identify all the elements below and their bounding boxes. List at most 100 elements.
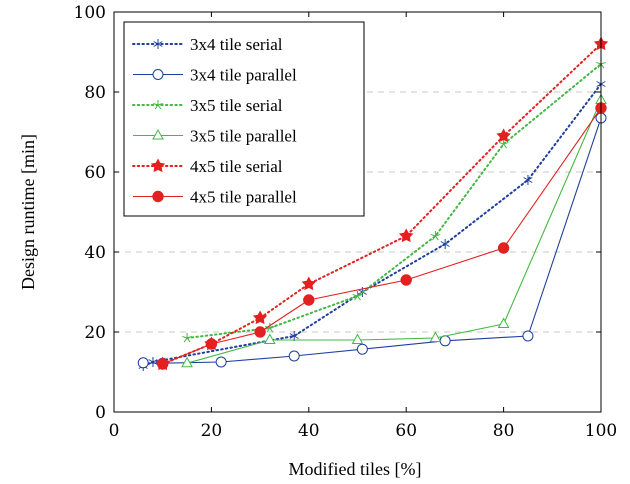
y-tick-label: 80 bbox=[84, 83, 106, 103]
data-point-marker bbox=[157, 358, 169, 370]
marker-stroke bbox=[435, 235, 439, 241]
marker-stroke bbox=[157, 102, 163, 106]
data-point-marker bbox=[522, 330, 534, 342]
data-point-marker bbox=[263, 333, 276, 344]
data-point-marker bbox=[215, 356, 227, 368]
legend-entry: 3x5 tile parallel bbox=[133, 127, 297, 146]
legend-entry: 3x4 tile parallel bbox=[133, 66, 297, 85]
legend: 3x4 tile serial 3x4 tile parallel 3x5 tile… bbox=[123, 21, 365, 217]
data-point-marker bbox=[429, 331, 442, 342]
data-point-marker bbox=[288, 350, 300, 362]
marker-stroke bbox=[269, 325, 275, 329]
marker-stroke bbox=[148, 359, 158, 365]
legend-label: 3x5 tile parallel bbox=[190, 127, 297, 146]
plot-area-frame bbox=[113, 11, 602, 413]
legend-entry: 4x5 tile serial bbox=[132, 157, 283, 176]
marker-stroke bbox=[182, 335, 188, 339]
marker-stroke bbox=[157, 104, 162, 110]
marker-stroke bbox=[354, 295, 358, 301]
marker-stroke bbox=[440, 241, 450, 247]
data-point-marker bbox=[289, 331, 299, 341]
data-point-marker bbox=[497, 242, 510, 254]
y-tick-label: 40 bbox=[84, 243, 106, 263]
marker-stroke bbox=[435, 233, 441, 237]
x-tick-label: 40 bbox=[298, 421, 320, 441]
data-point-marker bbox=[182, 333, 192, 343]
marker-stroke bbox=[153, 102, 159, 106]
x-tick-label: 20 bbox=[201, 421, 223, 441]
legend-label: 4x5 tile parallel bbox=[190, 188, 297, 207]
data-point-marker bbox=[181, 356, 193, 368]
marker-stroke bbox=[432, 235, 436, 241]
y-tick-label: 0 bbox=[95, 403, 106, 423]
x-tick-label: 60 bbox=[395, 421, 417, 441]
data-point-marker bbox=[498, 139, 509, 149]
data-point-marker bbox=[205, 338, 218, 350]
marker-stroke bbox=[289, 333, 299, 339]
data-point-marker bbox=[137, 357, 149, 369]
data-point-marker bbox=[400, 274, 412, 286]
data-point-marker bbox=[150, 158, 166, 173]
legend-entry: 3x4 tile serial bbox=[132, 35, 283, 54]
marker-stroke bbox=[523, 177, 533, 183]
marker-stroke bbox=[269, 327, 274, 333]
y-axis-label: Design runtime [min] bbox=[18, 134, 38, 290]
marker-stroke bbox=[357, 293, 363, 297]
x-tick-label: 100 bbox=[585, 421, 617, 441]
data-point-marker bbox=[301, 276, 316, 291]
data-point-marker bbox=[148, 357, 158, 367]
marker-stroke bbox=[503, 141, 509, 145]
series-line bbox=[143, 117, 602, 364]
data-point-marker bbox=[152, 128, 164, 140]
legend-label: 4x5 tile serial bbox=[190, 157, 283, 176]
marker-stroke bbox=[498, 141, 504, 145]
marker-stroke bbox=[186, 335, 192, 339]
y-tick-label: 100 bbox=[74, 3, 106, 23]
marker-stroke bbox=[186, 337, 191, 343]
data-point-marker bbox=[351, 333, 364, 344]
data-point-marker bbox=[399, 228, 414, 243]
data-point-marker bbox=[356, 343, 368, 355]
marker-stroke bbox=[430, 233, 436, 237]
marker-stroke bbox=[600, 61, 606, 65]
marker-stroke bbox=[266, 327, 271, 333]
x-axis-label: Modified tiles [%] bbox=[289, 459, 422, 479]
marker-stroke bbox=[352, 293, 358, 297]
marker-stroke bbox=[357, 295, 361, 301]
data-point-marker bbox=[153, 39, 163, 49]
data-point-marker bbox=[152, 69, 164, 80]
data-point-marker bbox=[430, 231, 441, 241]
data-point-marker bbox=[303, 294, 315, 306]
legend-label: 3x4 tile serial bbox=[190, 35, 283, 54]
legend-entry: 4x5 tile parallel bbox=[133, 188, 297, 207]
marker-stroke bbox=[153, 41, 163, 47]
legend-label: 3x4 tile parallel bbox=[190, 66, 297, 85]
data-point-marker bbox=[497, 317, 510, 328]
marker-stroke bbox=[503, 143, 507, 149]
marker-stroke bbox=[183, 337, 188, 343]
series-3x5-tile-serial bbox=[182, 59, 606, 343]
series-line bbox=[186, 99, 602, 364]
data-point-marker bbox=[439, 335, 451, 347]
legend-label: 3x5 tile serial bbox=[190, 96, 283, 115]
x-tick-label: 0 bbox=[109, 421, 120, 441]
legend-box bbox=[123, 21, 365, 217]
marker-stroke bbox=[596, 61, 602, 65]
series-line bbox=[186, 63, 602, 339]
data-point-marker bbox=[153, 100, 163, 110]
series-4x5-tile-parallel bbox=[157, 102, 607, 370]
axis-ticks: 0 20 40 60 80 100 0 20 40 60 80 100 bbox=[74, 3, 618, 441]
series-3x5-tile-parallel bbox=[181, 93, 607, 368]
legend-entry: 3x5 tile serial bbox=[132, 96, 283, 115]
y-tick-label: 60 bbox=[84, 163, 106, 183]
data-point-marker bbox=[523, 175, 533, 185]
data-point-marker bbox=[496, 128, 511, 143]
data-point-marker bbox=[254, 326, 266, 338]
data-point-marker bbox=[252, 310, 268, 325]
y-tick-label: 20 bbox=[84, 323, 106, 343]
data-point-marker bbox=[352, 291, 363, 301]
data-point-marker bbox=[152, 190, 164, 203]
marker-stroke bbox=[154, 104, 159, 110]
data-point-marker bbox=[440, 239, 450, 249]
